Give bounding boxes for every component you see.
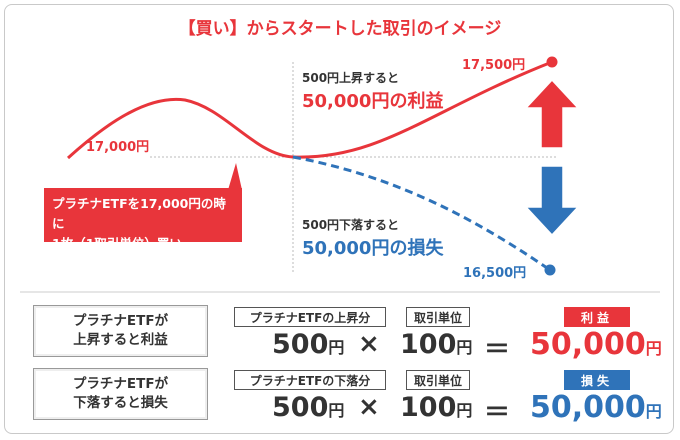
callout-pointer xyxy=(228,163,242,190)
profit-multiply-sign: × xyxy=(358,329,380,359)
down-note-line1: 500円下落すると xyxy=(302,218,400,232)
loss-label-line1: プラチナETFが xyxy=(72,376,169,392)
loss-unit-value: 100円 xyxy=(400,392,473,423)
loss-badge: 損失 xyxy=(564,370,630,390)
up-note-line2: 50,000円の利益 xyxy=(302,91,444,112)
profit-badge: 利益 xyxy=(564,307,630,327)
loss-multiply-sign: × xyxy=(358,392,380,422)
start-price-label: 17,000円 xyxy=(86,140,150,155)
up-note-line1: 500円上昇すると xyxy=(302,71,400,85)
down-arrow-icon xyxy=(524,165,580,237)
up-end-dot xyxy=(546,56,558,68)
price-up-path xyxy=(66,60,553,160)
profit-change-value: 500円 xyxy=(272,329,345,360)
buy-callout: プラチナETFを17,000円の時に 1枚（1取引単位）買い xyxy=(44,188,242,251)
profit-unit-value: 100円 xyxy=(400,329,473,360)
diagram-title: 【買い】からスタートした取引のイメージ xyxy=(178,19,502,39)
loss-result-value: 50,000円 xyxy=(530,390,662,425)
profit-label-line1: プラチナETFが xyxy=(72,313,169,329)
loss-row-label: プラチナETFが 下落すると損失 xyxy=(33,368,208,420)
profit-unit-caption: 取引単位 xyxy=(406,307,470,327)
callout-line2: 1枚（1取引単位）買い xyxy=(52,236,182,251)
down-price-label: 16,500円 xyxy=(463,266,527,281)
callout-line1: プラチナETFを17,000円の時に xyxy=(52,196,226,231)
profit-equals-sign: ＝ xyxy=(484,335,511,365)
profit-label-line2: 上昇すると利益 xyxy=(73,332,168,348)
loss-unit-caption: 取引単位 xyxy=(406,370,470,390)
down-note-line2: 50,000円の損失 xyxy=(302,238,444,259)
profit-row-label: プラチナETFが 上昇すると利益 xyxy=(33,305,208,357)
loss-change-value: 500円 xyxy=(272,392,345,423)
loss-equals-sign: ＝ xyxy=(484,398,511,428)
down-end-dot xyxy=(544,264,556,276)
profit-change-caption: プラチナETFの上昇分 xyxy=(234,307,386,327)
loss-label-line2: 下落すると損失 xyxy=(73,395,168,411)
up-price-label: 17,500円 xyxy=(462,58,526,73)
loss-change-caption: プラチナETFの下落分 xyxy=(234,370,386,390)
profit-result-value: 50,000円 xyxy=(530,327,662,362)
up-arrow-icon xyxy=(524,78,580,149)
